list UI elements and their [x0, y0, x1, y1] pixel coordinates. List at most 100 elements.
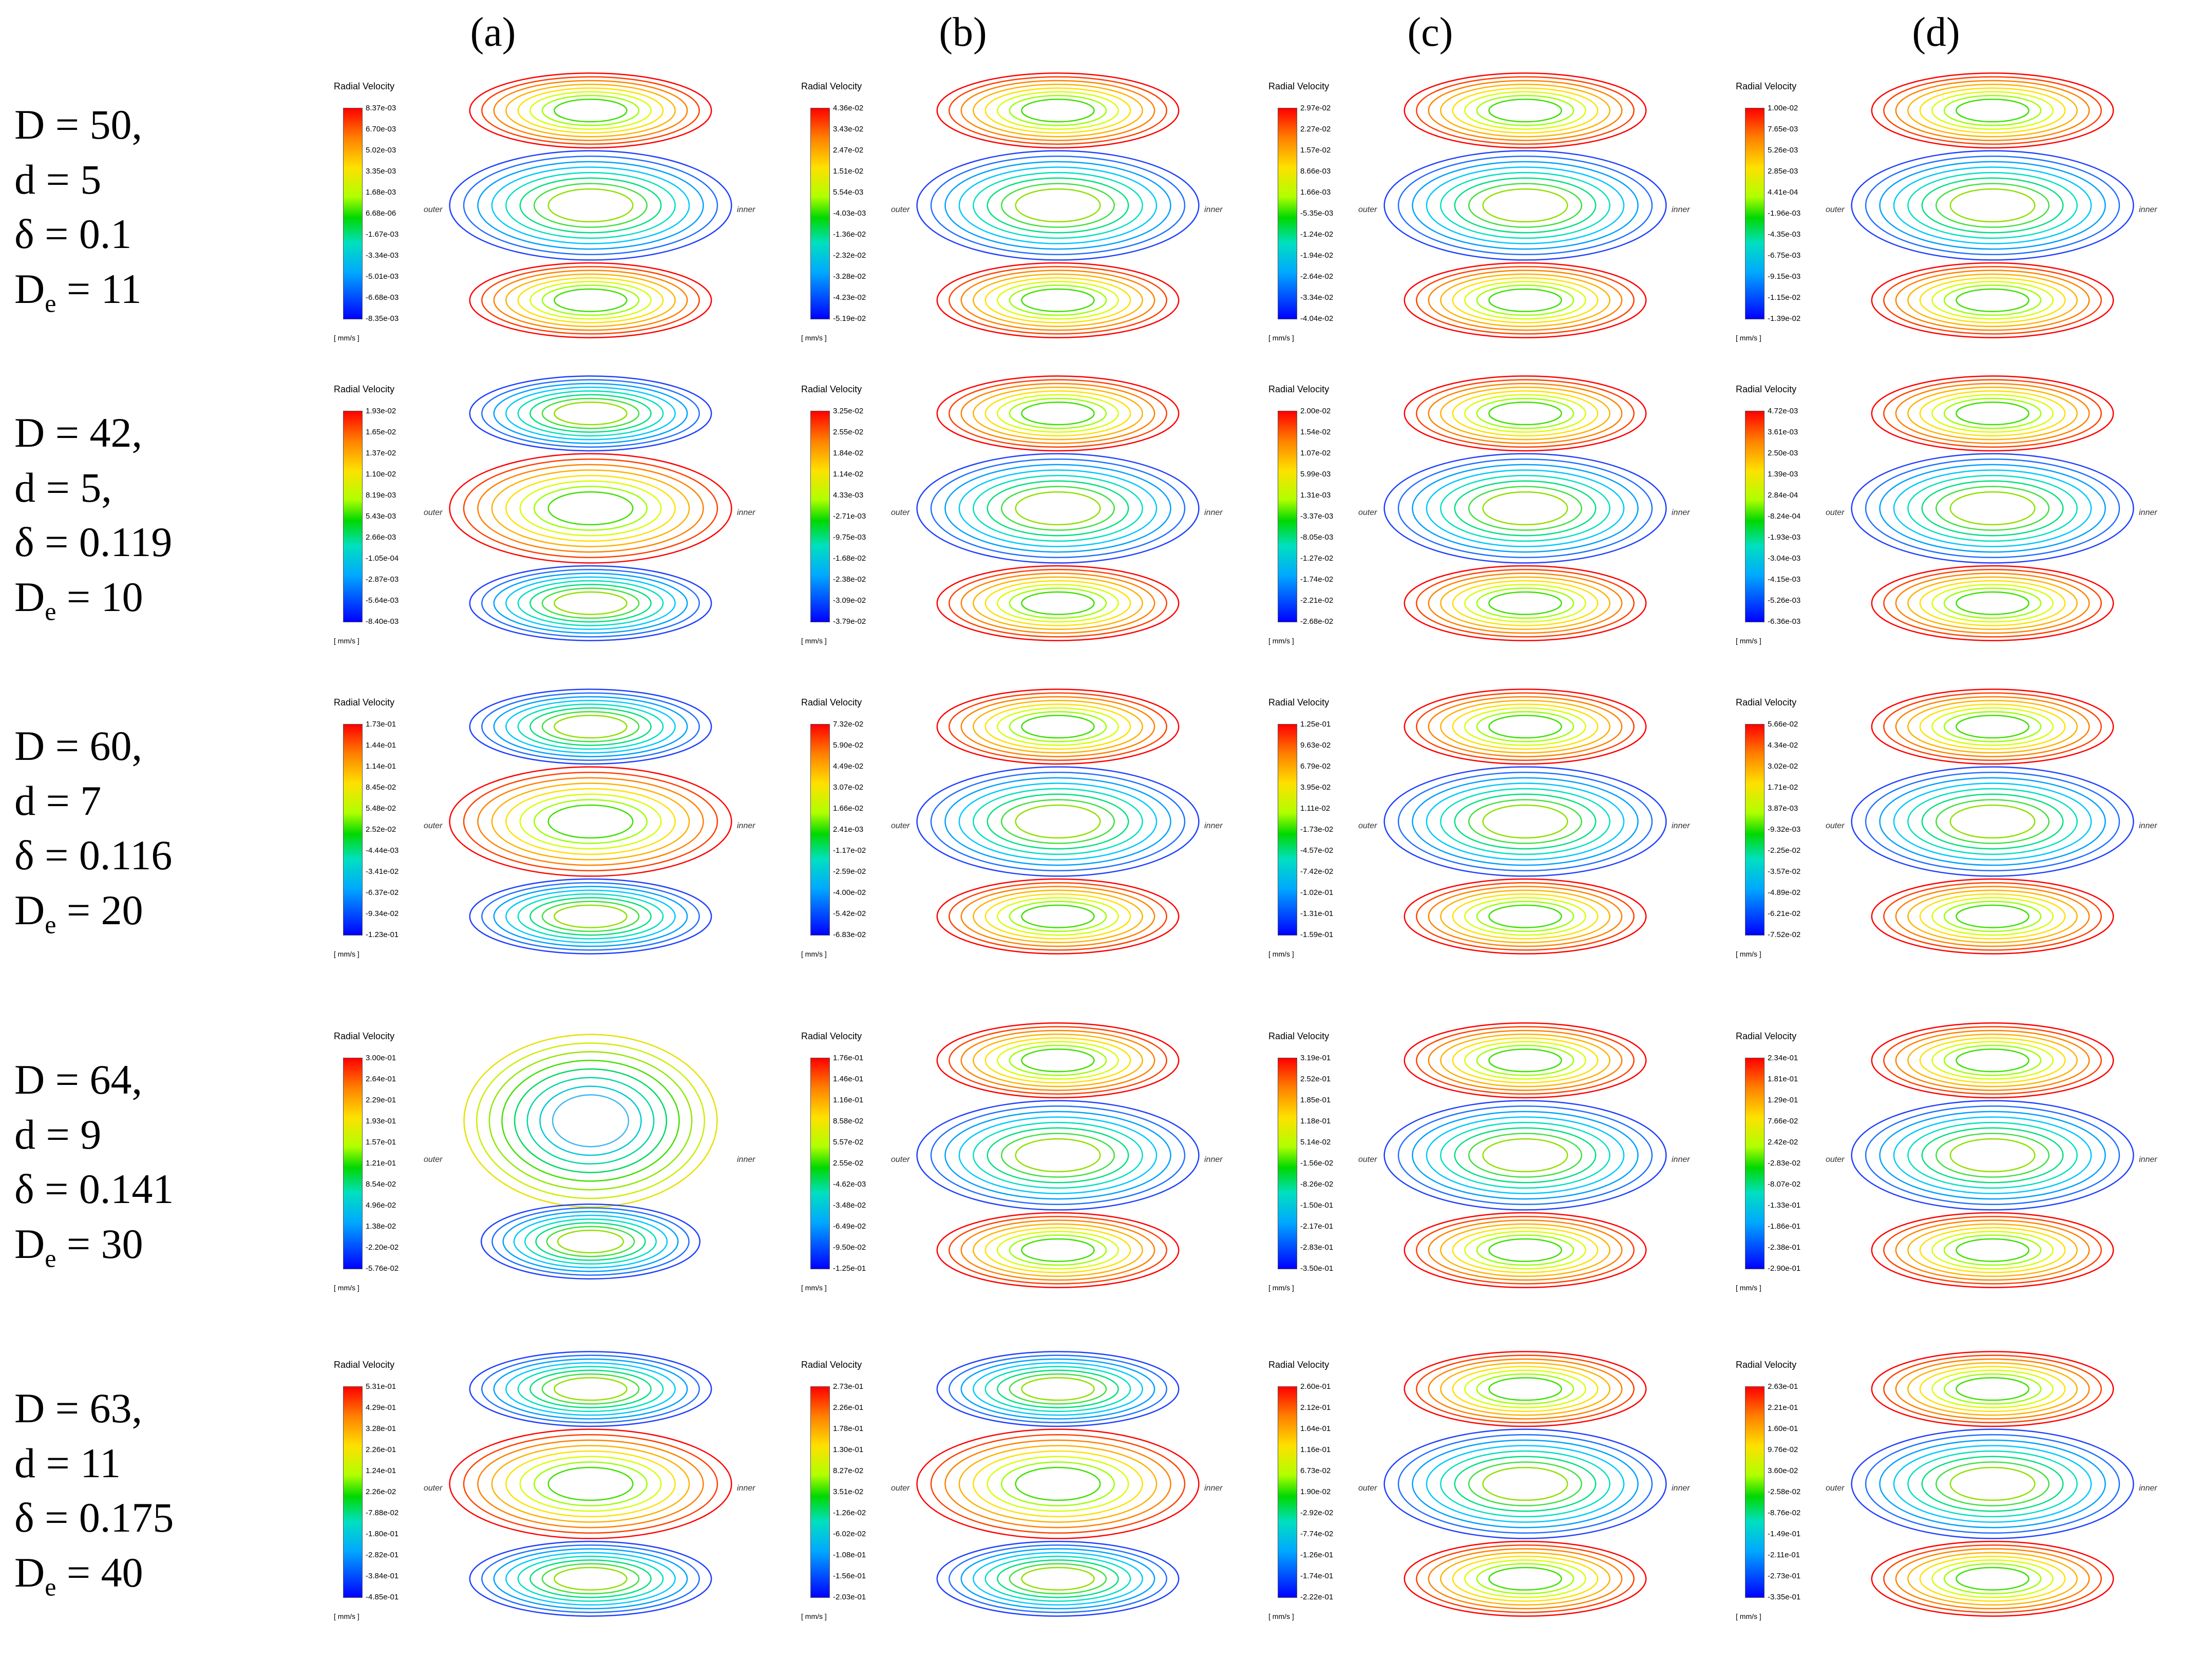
- colorbar-tick-label: 5.54e-03: [833, 188, 864, 197]
- contour-line: [1956, 1567, 2030, 1591]
- contour-line: [1476, 1373, 1575, 1405]
- colorbar-tick-label: 1.57e-02: [1300, 146, 1331, 155]
- contour-line: [1482, 491, 1568, 526]
- contour-line: [1943, 711, 2042, 742]
- contour-line: [1000, 486, 1115, 531]
- colorbar-tick-label: 3.95e-02: [1300, 783, 1331, 792]
- colorbar: [810, 1386, 830, 1598]
- contour-line: [1021, 402, 1095, 426]
- contour-line: [524, 1218, 657, 1265]
- contour-line: [916, 1100, 1200, 1211]
- outer-label: outer: [424, 1155, 443, 1164]
- contour-line: [1883, 1216, 2102, 1285]
- param-D: D = 50,: [14, 101, 142, 148]
- contour-line: [541, 587, 640, 619]
- colorbar-tick-label: -3.34e-02: [1300, 293, 1334, 302]
- colorbar: [1745, 411, 1765, 622]
- param-d: d = 9: [14, 1111, 102, 1158]
- colorbar-tick-label: -3.50e-01: [1300, 1264, 1334, 1273]
- contour-line: [514, 1068, 668, 1173]
- contour-line: [469, 72, 712, 149]
- contour-line: [1464, 584, 1586, 623]
- contour-line: [1412, 464, 1639, 553]
- contour-line: [1919, 1366, 2066, 1412]
- colorbar-tick-label: 1.65e-02: [366, 428, 396, 436]
- colorbar-tick-label: -1.56e-01: [833, 1572, 866, 1580]
- contour-line: [997, 91, 1119, 130]
- colorbar-tick-label: 1.31e-03: [1300, 491, 1331, 500]
- colorbar-tick-label: -2.20e-02: [366, 1243, 399, 1252]
- contour-line: [517, 87, 664, 134]
- contour-line: [493, 886, 688, 947]
- colorbar-tick-label: 5.43e-03: [366, 512, 396, 521]
- colorbar-tick-label: -2.71e-03: [833, 512, 866, 521]
- colorbar-tick-label: 6.68e-06: [366, 209, 396, 218]
- contour-line: [493, 80, 688, 141]
- colorbar-tick-label: 1.68e-03: [366, 188, 396, 197]
- colorbar-tick-label: -4.57e-02: [1300, 846, 1334, 855]
- contour-line: [1879, 1439, 2106, 1529]
- contour-line: [1404, 565, 1647, 641]
- contour-line: [1015, 804, 1101, 839]
- contour-line: [519, 480, 662, 537]
- contour-line: [987, 480, 1129, 537]
- contour-line: [1426, 469, 1625, 547]
- colorbar-tick-label: -6.68e-03: [366, 293, 399, 302]
- contour-line: [1428, 80, 1623, 141]
- contour-line: [1009, 397, 1107, 429]
- inner-label: inner: [737, 822, 755, 830]
- colorbar-tick-label: 3.87e-03: [1768, 804, 1798, 813]
- contour-line: [1454, 177, 1597, 234]
- colorbar-tick-label: 1.10e-02: [366, 470, 396, 479]
- contour-line: [936, 1212, 1180, 1288]
- contour-line: [1943, 1234, 2042, 1266]
- colorbar-tick-label: 6.73e-02: [1300, 1466, 1331, 1475]
- contour-line: [463, 771, 718, 872]
- colorbar-tick-label: 1.00e-02: [1768, 104, 1798, 112]
- contour-plot: [1383, 1351, 1667, 1617]
- contour-line: [1956, 591, 2030, 615]
- contour-line: [469, 262, 712, 338]
- legend-title: Radial Velocity: [1736, 384, 1797, 394]
- colorbar-tick-label: 2.84e-04: [1768, 491, 1798, 500]
- colorbar-tick-label: -1.23e-01: [366, 930, 399, 939]
- colorbar-tick-label: -1.33e-01: [1768, 1201, 1801, 1210]
- legend-title: Radial Velocity: [801, 1360, 862, 1370]
- contour-panel: Radial Velocity 1.76e-01 1.46e-01 1.16e-01 8…: [786, 1006, 1248, 1320]
- contour-line: [1464, 1369, 1586, 1408]
- colorbar-tick-label: 2.29e-01: [366, 1096, 396, 1104]
- contour-line: [1865, 155, 2120, 256]
- contour-line: [1879, 464, 2106, 553]
- contour-line: [936, 262, 1180, 338]
- colorbar-tick-label: 2.63e-01: [1768, 1382, 1798, 1391]
- contour-line: [1871, 1351, 2114, 1427]
- contour-line: [1021, 1238, 1095, 1262]
- colorbar-tick-label: -2.17e-01: [1300, 1222, 1334, 1231]
- contour-line: [1907, 474, 2078, 542]
- contour-line: [1871, 878, 2114, 954]
- colorbar-tick-label: -1.24e-02: [1300, 230, 1334, 239]
- contour-plot: [1851, 1351, 2134, 1617]
- contour-line: [1931, 394, 2054, 433]
- unit-label: [ mm/s ]: [1736, 1612, 1761, 1620]
- colorbar-tick-label: 1.46e-01: [833, 1075, 864, 1083]
- contour-line: [517, 580, 664, 626]
- colorbar: [343, 108, 363, 319]
- contour-line: [960, 1219, 1155, 1281]
- colorbar-tick-label: -7.42e-02: [1300, 867, 1334, 876]
- contour-line: [944, 161, 1171, 250]
- contour-line: [493, 383, 688, 444]
- contour-line: [1428, 886, 1623, 947]
- colorbar: [343, 1058, 363, 1269]
- colorbar-tick-label: 9.76e-02: [1768, 1445, 1798, 1454]
- contour-line: [960, 80, 1155, 141]
- contour-line: [449, 150, 732, 261]
- colorbar-tick-label: -2.87e-03: [366, 575, 399, 584]
- contour-line: [1895, 696, 2090, 757]
- contour-line: [1931, 1559, 2054, 1598]
- contour-line: [1943, 587, 2042, 619]
- colorbar-tick-label: -1.96e-03: [1768, 209, 1801, 218]
- param-dean-number: De = 20: [14, 886, 143, 939]
- legend-title: Radial Velocity: [1736, 697, 1797, 708]
- contour-line: [973, 273, 1143, 328]
